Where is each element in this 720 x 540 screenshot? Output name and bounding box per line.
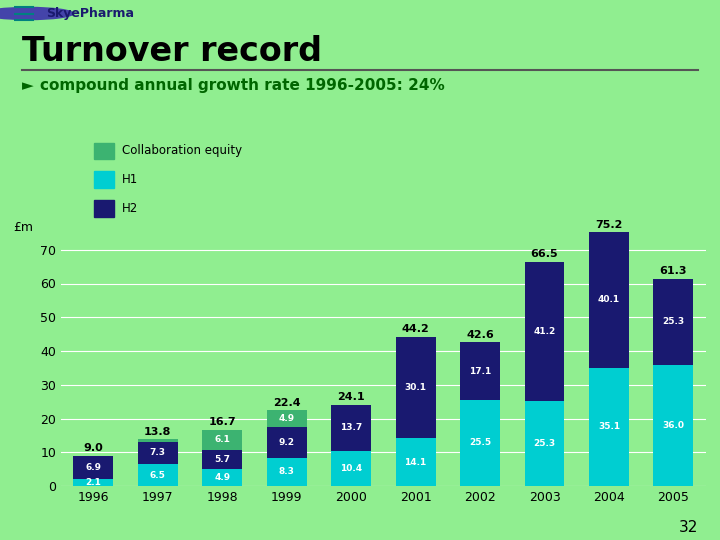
Bar — [138, 442, 178, 464]
Text: 13.7: 13.7 — [340, 423, 362, 433]
Text: ►: ► — [22, 78, 39, 93]
Bar — [525, 401, 564, 486]
Text: 41.2: 41.2 — [534, 327, 556, 335]
Text: SkyePharma: SkyePharma — [46, 7, 134, 20]
Text: 6.5: 6.5 — [150, 470, 166, 480]
Text: Collaboration equity: Collaboration equity — [122, 145, 242, 158]
Bar — [654, 364, 693, 486]
Text: 9.2: 9.2 — [279, 438, 294, 447]
Bar — [654, 279, 693, 364]
Text: 61.3: 61.3 — [660, 266, 687, 276]
Bar — [589, 232, 629, 368]
Bar — [73, 456, 113, 479]
Text: 22.4: 22.4 — [273, 397, 300, 408]
Bar — [94, 171, 114, 188]
Text: 5.7: 5.7 — [215, 455, 230, 464]
Bar — [525, 261, 564, 401]
Text: £m: £m — [13, 221, 33, 234]
Text: 25.3: 25.3 — [662, 318, 685, 326]
Bar — [202, 450, 242, 469]
Text: 7.3: 7.3 — [150, 448, 166, 457]
Text: 25.3: 25.3 — [534, 439, 556, 448]
Text: H1: H1 — [122, 173, 138, 186]
Text: 24.1: 24.1 — [338, 392, 365, 402]
Bar — [138, 464, 178, 486]
Bar — [396, 337, 436, 438]
Text: 14.1: 14.1 — [405, 458, 427, 467]
Text: Turnover record: Turnover record — [22, 35, 322, 68]
Text: 8.3: 8.3 — [279, 468, 294, 476]
Bar — [267, 410, 307, 427]
Text: 30.1: 30.1 — [405, 383, 427, 392]
Text: 44.2: 44.2 — [402, 324, 430, 334]
Text: 40.1: 40.1 — [598, 295, 620, 305]
Text: 25.5: 25.5 — [469, 438, 491, 448]
Bar — [202, 430, 242, 450]
Text: 16.7: 16.7 — [209, 417, 236, 427]
Text: 4.9: 4.9 — [215, 473, 230, 482]
Text: 9.0: 9.0 — [84, 443, 103, 453]
Bar — [138, 440, 178, 442]
Text: 10.4: 10.4 — [340, 464, 362, 473]
Bar — [460, 342, 500, 400]
Circle shape — [0, 8, 73, 19]
Bar — [267, 458, 307, 486]
Bar — [589, 368, 629, 486]
Bar — [331, 451, 371, 486]
Text: 42.6: 42.6 — [466, 329, 494, 340]
Text: 13.8: 13.8 — [144, 427, 171, 437]
Bar — [331, 404, 371, 451]
Bar — [396, 438, 436, 486]
Bar — [73, 479, 113, 486]
Text: H2: H2 — [122, 202, 138, 215]
Bar — [202, 469, 242, 486]
Text: 66.5: 66.5 — [531, 249, 558, 259]
Text: 35.1: 35.1 — [598, 422, 620, 431]
Text: 6.1: 6.1 — [215, 435, 230, 444]
Text: 17.1: 17.1 — [469, 367, 491, 376]
Bar — [460, 400, 500, 486]
Bar — [267, 427, 307, 458]
Text: 4.9: 4.9 — [279, 414, 294, 423]
Text: 36.0: 36.0 — [662, 421, 685, 430]
Bar — [94, 143, 114, 159]
Text: 75.2: 75.2 — [595, 219, 623, 230]
Text: compound annual growth rate 1996-2005: 24%: compound annual growth rate 1996-2005: 2… — [40, 78, 444, 93]
Text: 32: 32 — [679, 519, 698, 535]
Text: 2.1: 2.1 — [86, 478, 102, 487]
Text: 6.9: 6.9 — [86, 463, 102, 472]
Bar — [94, 200, 114, 217]
